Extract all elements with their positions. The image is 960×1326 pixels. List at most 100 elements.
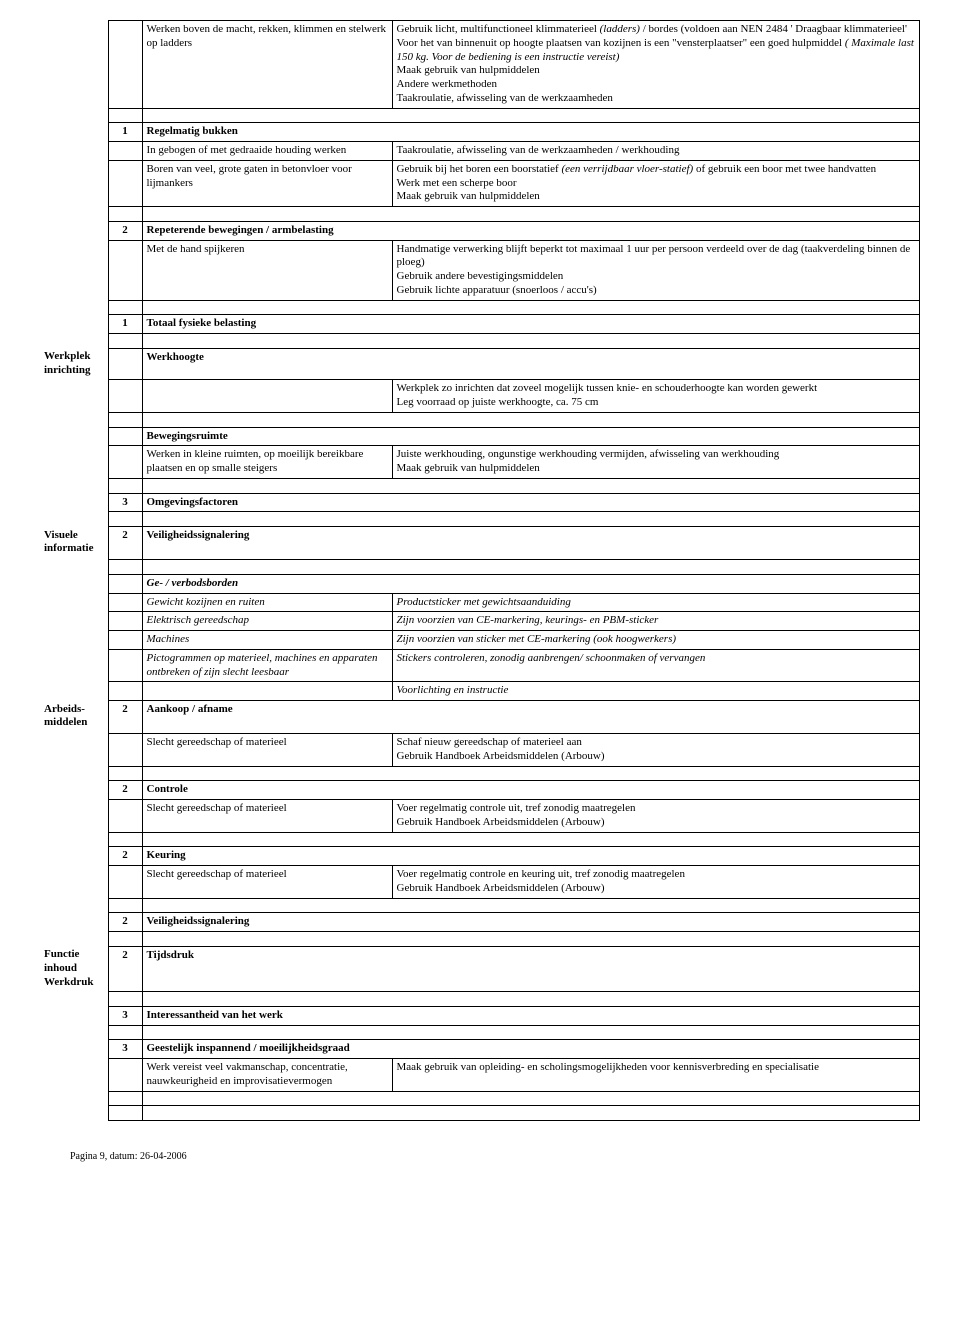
right-cell: Productsticker met gewichtsaanduiding [392,593,920,612]
category-cell [40,574,108,593]
table-row: Bewegingsruimte [40,427,920,446]
category-cell [40,315,108,334]
right-cell: Maak gebruik van opleiding- en scholings… [392,1059,920,1092]
category-cell: Arbeids-middelen [40,701,108,734]
number-cell: 2 [108,913,142,932]
left-cell: Met de hand spijkeren [142,240,392,300]
category-cell [40,612,108,631]
number-cell [108,142,142,161]
spacer-cell [142,832,920,847]
heading-cell: Werkhoogte [142,348,920,380]
table-row [40,334,920,349]
number-cell [108,1059,142,1092]
number-cell: 2 [108,946,142,991]
number-cell [108,593,142,612]
number-cell [108,649,142,682]
table-row: Visuele informatie2Veiligheidssignalerin… [40,527,920,560]
table-row: Voorlichting en instructie [40,682,920,701]
category-cell [40,300,108,315]
category-cell: Functie inhoud Werkdruk [40,946,108,991]
left-cell: Gewicht kozijnen en ruiten [142,593,392,612]
left-cell: Werken in kleine ruimten, op moeilijk be… [142,446,392,479]
spacer-cell [108,108,142,123]
number-cell [108,574,142,593]
table-row: 2Repeterende bewegingen / armbelasting [40,221,920,240]
spacer-cell [142,1091,920,1106]
right-cell: Juiste werkhouding, ongunstige werkhoudi… [392,446,920,479]
spacer-cell [142,207,920,222]
left-cell [142,682,392,701]
table-row: Slecht gereedschap of materieelVoer rege… [40,800,920,833]
spacer-cell [108,512,142,527]
table-row: 2Veiligheidssignalering [40,913,920,932]
category-cell [40,412,108,427]
number-cell: 1 [108,123,142,142]
left-cell: Slecht gereedschap of materieel [142,866,392,899]
category-cell [40,427,108,446]
category-cell [40,240,108,300]
left-cell: Boren van veel, grote gaten in betonvloe… [142,160,392,206]
table-row: In gebogen of met gedraaide houding werk… [40,142,920,161]
spacer-cell [142,898,920,913]
right-cell: Taakroulatie, afwisseling van de werkzaa… [392,142,920,161]
table-row: Werk vereist veel vakmanschap, concentra… [40,1059,920,1092]
category-cell [40,781,108,800]
heading-cell: Veiligheidssignalering [142,527,920,560]
spacer-cell [142,932,920,947]
right-cell: Stickers controleren, zonodig aanbrengen… [392,649,920,682]
heading-cell: Controle [142,781,920,800]
table-row: Pictogrammen op materieel, machines en a… [40,649,920,682]
right-cell: Zijn voorzien van sticker met CE-markeri… [392,631,920,650]
table-row [40,992,920,1007]
spacer-cell [108,334,142,349]
table-row: Werken boven de macht, rekken, klimmen e… [40,21,920,109]
spacer-cell [108,300,142,315]
table-row: 1Totaal fysieke belasting [40,315,920,334]
right-cell: Handmatige verwerking blijft beperkt tot… [392,240,920,300]
category-cell [40,682,108,701]
category-cell [40,446,108,479]
spacer-cell [108,478,142,493]
spacer-cell [108,1025,142,1040]
right-cell: Voer regelmatig controle en keuring uit,… [392,866,920,899]
category-cell [40,800,108,833]
category-cell [40,1040,108,1059]
spacer-cell [142,334,920,349]
table-row: 2Keuring [40,847,920,866]
category-cell [40,832,108,847]
number-cell [108,348,142,380]
table-row [40,512,920,527]
category-cell [40,898,108,913]
table-row [40,560,920,575]
number-cell: 2 [108,847,142,866]
table-row [40,478,920,493]
heading-cell: Regelmatig bukken [142,123,920,142]
number-cell: 1 [108,315,142,334]
left-cell [142,380,392,413]
number-cell [108,734,142,767]
table-row [40,832,920,847]
number-cell [108,612,142,631]
number-cell [108,160,142,206]
table-row: 2Controle [40,781,920,800]
category-cell [40,512,108,527]
number-cell [108,380,142,413]
table-row [40,207,920,222]
document-table: Werken boven de macht, rekken, klimmen e… [40,20,920,1121]
number-cell [108,682,142,701]
heading-cell: Totaal fysieke belasting [142,315,920,334]
table-row: Functie inhoud Werkdruk2Tijdsdruk [40,946,920,991]
category-cell [40,1025,108,1040]
table-row: Slecht gereedschap of materieelSchaf nie… [40,734,920,767]
left-cell: Slecht gereedschap of materieel [142,734,392,767]
number-cell: 2 [108,221,142,240]
spacer-cell [142,412,920,427]
table-row: Werkplek zo inrichten dat zoveel mogelij… [40,380,920,413]
category-cell [40,221,108,240]
table-row [40,108,920,123]
table-row: Met de hand spijkerenHandmatige verwerki… [40,240,920,300]
heading-cell: Ge- / verbodsborden [142,574,920,593]
category-cell [40,766,108,781]
page-footer: Pagina 9, datum: 26-04-2006 [70,1151,920,1162]
table-row: Werken in kleine ruimten, op moeilijk be… [40,446,920,479]
